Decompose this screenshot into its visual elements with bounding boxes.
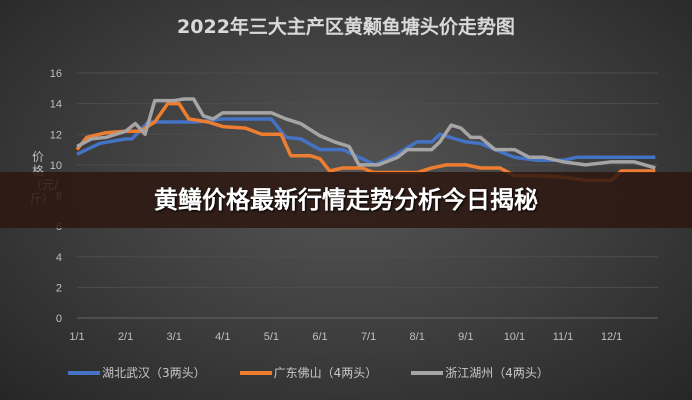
y-tick-label: 12 xyxy=(50,129,62,141)
y-tick-label: 16 xyxy=(50,68,62,80)
x-tick-label: 10/1 xyxy=(504,331,525,343)
y-tick-label: 2 xyxy=(56,282,62,294)
x-tick-label: 6/1 xyxy=(312,331,327,343)
series-line-2 xyxy=(76,97,656,170)
x-tick-label: 2/1 xyxy=(118,331,133,343)
legend: 湖北武汉（3两头） 广东佛山（4两头） 浙江湖州（4两头） xyxy=(68,364,549,381)
legend-label: 湖北武汉（3两头） xyxy=(102,366,206,380)
legend-item-huzhou: 浙江湖州（4两头） xyxy=(411,364,549,381)
legend-swatch xyxy=(411,370,444,375)
legend-swatch xyxy=(68,370,100,375)
y-tick-label: 0 xyxy=(56,313,62,325)
x-tick-label: 3/1 xyxy=(167,331,182,343)
x-tick-label: 9/1 xyxy=(458,331,473,343)
legend-item-foshan: 广东佛山（4两头） xyxy=(239,364,378,381)
x-tick-label: 8/1 xyxy=(410,331,425,343)
chart-title: 2022年三大主产区黄颡鱼塘头价走势图 xyxy=(177,16,515,38)
x-tick-label: 11/1 xyxy=(553,331,574,343)
x-tick-label: 7/1 xyxy=(361,331,376,343)
x-tick-label: 5/1 xyxy=(264,331,279,343)
legend-item-wuhan: 湖北武汉（3两头） xyxy=(68,364,206,381)
legend-swatch xyxy=(239,370,272,375)
y-tick-label: 4 xyxy=(56,252,62,264)
series-line-1 xyxy=(75,101,656,182)
x-tick-label: 4/1 xyxy=(215,331,230,343)
x-tick-label: 1/1 xyxy=(69,331,84,343)
legend-label: 浙江湖州（4两头） xyxy=(445,366,549,380)
banner-headline: 黄鳝价格最新行情走势分析今日揭秘 xyxy=(154,186,538,214)
y-tick-label: 10 xyxy=(50,160,62,172)
y-tick-label: 14 xyxy=(50,99,62,111)
series-line-0 xyxy=(76,117,656,167)
legend-label: 广东佛山（4两头） xyxy=(273,366,378,380)
x-tick-label: 12/1 xyxy=(601,331,622,343)
overlay-banner: 黄鳝价格最新行情走势分析今日揭秘 xyxy=(0,172,692,228)
